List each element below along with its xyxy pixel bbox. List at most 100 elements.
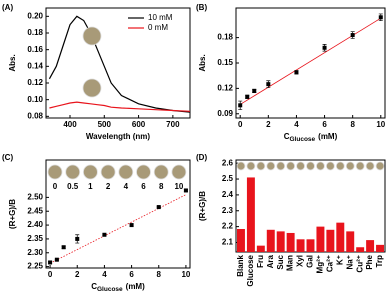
data-point <box>252 88 257 93</box>
y-tick-label: 0.08 <box>27 111 43 120</box>
x-tick-label: 500 <box>98 120 112 129</box>
bar <box>286 232 295 252</box>
x-tick-label: Cu²⁺ <box>355 255 364 273</box>
y-tick-label: 0.12 <box>27 78 43 87</box>
well-image <box>365 161 375 171</box>
data-point <box>61 245 66 250</box>
well-image <box>171 164 187 180</box>
bar <box>326 229 335 252</box>
series-line <box>48 15 191 113</box>
bar <box>346 231 355 252</box>
x-tick-label: Gal <box>306 255 315 268</box>
bar <box>316 226 325 252</box>
well-image <box>355 161 365 171</box>
data-point <box>48 260 53 265</box>
x-axis-label-unit: (mM) <box>318 132 337 141</box>
well-label: 0.5 <box>67 182 79 191</box>
y-tick-label: 2.25 <box>27 262 43 271</box>
x-axis-label-sub: Glucose <box>97 286 123 293</box>
y-tick-label: 2.5 <box>222 174 234 183</box>
y-tick-label: 2.3 <box>222 206 234 215</box>
well-image <box>82 78 102 98</box>
well-image <box>246 161 256 171</box>
well-image <box>100 164 116 180</box>
x-tick-label: 10 <box>181 270 190 279</box>
x-axis-label-unit: (mM) <box>126 282 145 291</box>
bar <box>266 229 275 252</box>
well-image <box>153 164 169 180</box>
fit-line <box>49 194 187 264</box>
bar <box>366 240 375 252</box>
y-tick-label: 2.4 <box>222 190 234 199</box>
bar <box>306 239 315 252</box>
x-tick-label: Fru <box>256 255 265 268</box>
x-tick-label: 400 <box>63 120 77 129</box>
x-axis-label: Wavelength (nm) <box>86 132 150 141</box>
x-tick-label: Xyl <box>296 255 305 267</box>
x-tick-label: 4 <box>102 270 107 279</box>
data-point <box>183 188 188 193</box>
well-image <box>316 161 325 171</box>
x-tick-label: Ara <box>266 254 275 268</box>
data-point <box>54 257 59 262</box>
well-image <box>236 161 246 171</box>
x-tick-label: Phe <box>365 254 374 269</box>
x-tick-label: 8 <box>350 120 355 129</box>
data-point <box>238 103 243 108</box>
well-image <box>375 161 385 171</box>
y-tick-label: 2.6 <box>222 158 234 167</box>
x-tick-label: 6 <box>129 270 134 279</box>
y-tick-label: 0.16 <box>27 45 43 54</box>
y-axis-label: Abs. <box>8 54 17 71</box>
panel-label: (B) <box>196 3 207 12</box>
well-label: 1 <box>88 182 93 191</box>
series-line <box>49 101 191 112</box>
bar <box>296 239 305 252</box>
y-tick-label: 0.10 <box>27 95 43 104</box>
well-image <box>345 161 355 171</box>
panel-label: (C) <box>2 153 13 162</box>
y-tick-label: 0.14 <box>27 61 43 70</box>
x-tick-label: Na⁺ <box>345 255 354 269</box>
legend-label: 10 mM <box>148 13 173 22</box>
data-point <box>156 205 161 210</box>
data-point <box>129 223 134 228</box>
y-tick-label: 2.45 <box>27 206 43 215</box>
well-label: 2 <box>106 182 111 191</box>
x-tick-label: Suc <box>276 254 285 269</box>
y-tick-label: 2.50 <box>27 192 43 201</box>
y-tick-label: 0.18 <box>27 28 43 37</box>
data-point <box>266 82 271 87</box>
well-label: 8 <box>159 182 164 191</box>
plot-frame <box>45 159 191 269</box>
plot-frame <box>235 7 386 119</box>
y-tick-label: 2.40 <box>27 220 43 229</box>
y-tick-label: 2.35 <box>27 234 43 243</box>
x-tick-label: 2 <box>266 120 271 129</box>
bar <box>376 244 385 252</box>
well-image <box>286 161 296 171</box>
x-axis-label-main: C <box>284 132 290 141</box>
x-tick-label: 2 <box>75 270 80 279</box>
bar <box>276 231 285 252</box>
x-tick-label: 0 <box>48 270 53 279</box>
well-image <box>325 161 335 171</box>
x-tick-label: K⁺ <box>335 255 344 265</box>
panel-label: (A) <box>2 3 13 12</box>
well-image <box>256 161 266 171</box>
x-tick-label: 700 <box>166 120 180 129</box>
y-tick-label: 0.18 <box>217 33 233 42</box>
data-point <box>245 94 250 99</box>
well-image <box>47 164 63 180</box>
bar <box>236 229 245 252</box>
well-image <box>118 164 134 180</box>
y-axis-label: Abs. <box>198 54 207 71</box>
y-tick-label: 0.15 <box>217 58 233 67</box>
x-tick-label: Glucose <box>246 254 255 286</box>
well-image <box>276 161 286 171</box>
x-tick-label: Man <box>286 255 295 271</box>
x-axis-label-sub: Glucose <box>290 136 316 143</box>
data-point <box>322 45 327 50</box>
plot-frame <box>45 7 191 119</box>
